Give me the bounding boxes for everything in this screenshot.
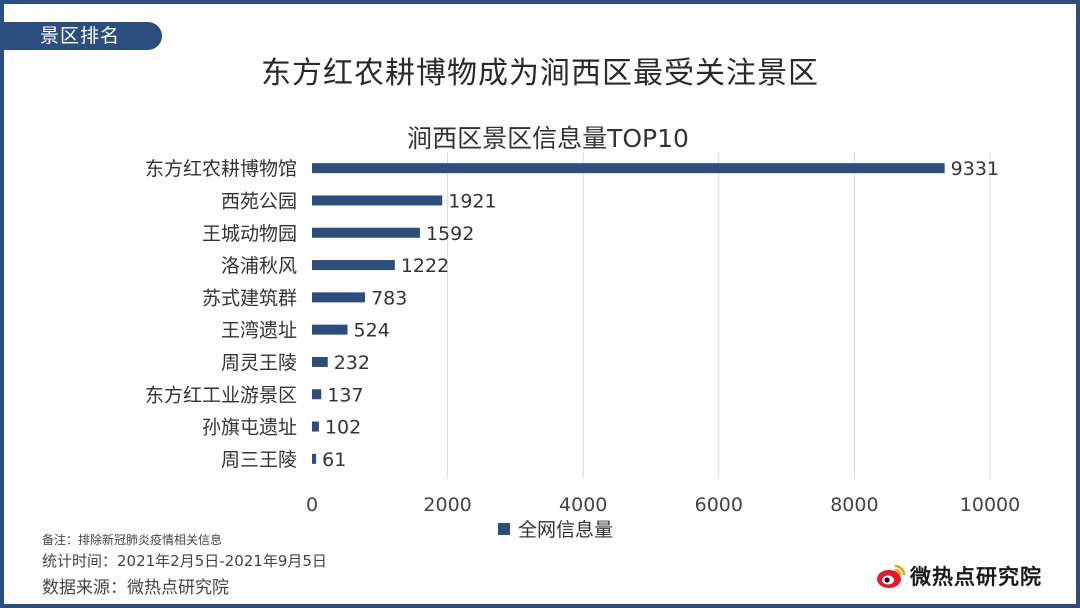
data-label: 9331: [951, 158, 999, 180]
data-label: 783: [371, 287, 407, 309]
data-label: 1222: [401, 255, 449, 277]
data-label: 1921: [448, 190, 496, 212]
category-label: 周三王陵: [221, 449, 297, 471]
chart-legend: 全网信息量: [498, 519, 613, 541]
x-tick-label: 8000: [830, 494, 878, 516]
bar: [312, 195, 443, 206]
bar: [312, 324, 348, 335]
bar: [312, 421, 319, 432]
brand-name: 微热点研究院: [910, 565, 1042, 589]
weibo-eye-logo-icon: [877, 564, 906, 588]
category-label: 东方红农耕博物馆: [145, 158, 297, 180]
section-tab: 景区排名: [4, 22, 162, 50]
data-label: 524: [354, 320, 390, 342]
category-label: 东方红工业游景区: [145, 384, 297, 406]
category-label: 王湾遗址: [221, 320, 297, 342]
x-tick-label: 10000: [960, 494, 1020, 516]
bar: [312, 453, 317, 464]
x-tick-label: 2000: [423, 494, 471, 516]
category-label: 周灵王陵: [221, 352, 297, 374]
category-label: 苏式建筑群: [202, 287, 297, 309]
bar: [312, 292, 366, 303]
legend-label: 全网信息量: [518, 519, 613, 541]
footnote-note: 备注：排除新冠肺炎疫情相关信息: [42, 533, 223, 547]
bar: [312, 163, 945, 174]
data-label: 232: [334, 352, 370, 374]
x-tick-label: 0: [306, 494, 318, 516]
brand-logo: 微热点研究院: [876, 560, 1042, 592]
legend-swatch: [498, 523, 510, 535]
chart-title: 涧西区景区信息量TOP10: [407, 124, 689, 153]
category-label: 西苑公园: [221, 190, 297, 212]
footnote-source: 数据来源：微热点研究院: [42, 578, 229, 598]
bar: [312, 389, 322, 400]
x-tick-label: 6000: [695, 494, 743, 516]
category-label: 孙旗屯遗址: [202, 417, 297, 439]
data-label: 102: [325, 417, 361, 439]
x-tick-label: 4000: [559, 494, 607, 516]
category-label: 洛浦秋风: [221, 255, 297, 277]
slide: 景区排名 东方红农耕博物成为涧西区最受关注景区 0 2000 4000 6000 800…: [4, 4, 1076, 604]
footnote-period: 统计时间：2021年2月5日-2021年9月5日: [42, 552, 327, 570]
data-label: 137: [327, 384, 363, 406]
bar-chart: 0 2000 4000 6000 8000 10000 东方红农耕博物馆 9331 西苑公园 19…: [145, 124, 1020, 541]
bar: [312, 260, 395, 271]
bar: [312, 356, 328, 367]
data-label: 1592: [426, 223, 474, 245]
page-title: 东方红农耕博物成为涧西区最受关注景区: [261, 56, 819, 91]
bar: [312, 227, 420, 238]
data-label: 61: [322, 449, 346, 471]
category-label: 王城动物园: [202, 223, 297, 245]
